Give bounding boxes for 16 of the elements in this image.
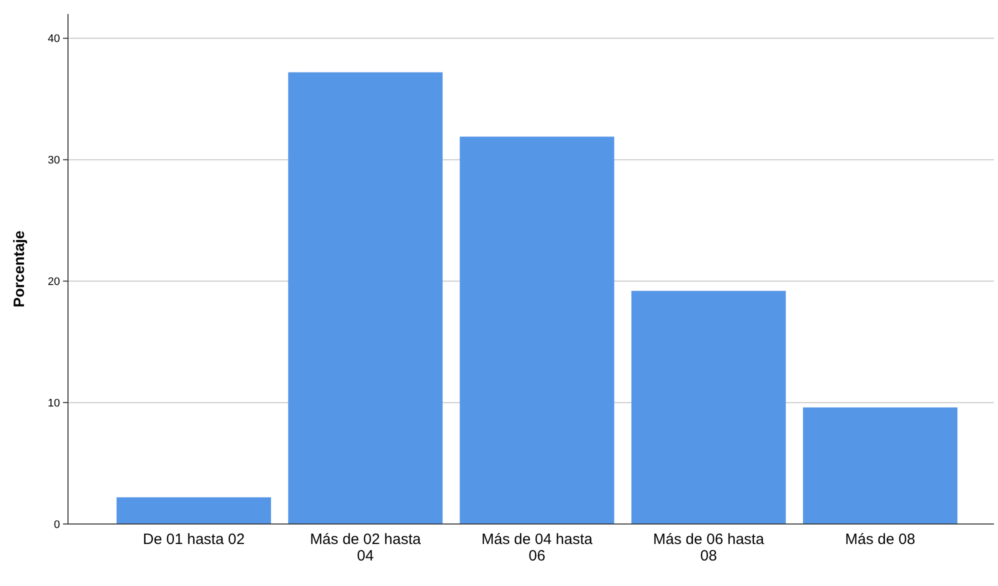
y-tick-label: 0 [54,518,60,531]
bar [802,407,958,524]
y-tick-label: 10 [48,397,60,410]
bar [460,136,614,524]
x-tick-label: De 01 hasta 02 [142,531,245,548]
bar [631,290,786,524]
y-tick-label: 30 [48,154,60,167]
bar [288,72,443,524]
y-tick-label: 40 [48,33,60,46]
x-tick-label: Más de 04 hasta 06 [482,531,594,564]
x-tick-label: Más de 02 hasta 04 [310,531,422,564]
x-tick-label: Más de 08 [845,531,916,548]
y-axis-title: Porcentaje [11,230,28,308]
y-tick-label: 20 [48,276,60,288]
bar [116,497,272,524]
x-tick-label: Más de 06 hasta 08 [653,531,765,564]
